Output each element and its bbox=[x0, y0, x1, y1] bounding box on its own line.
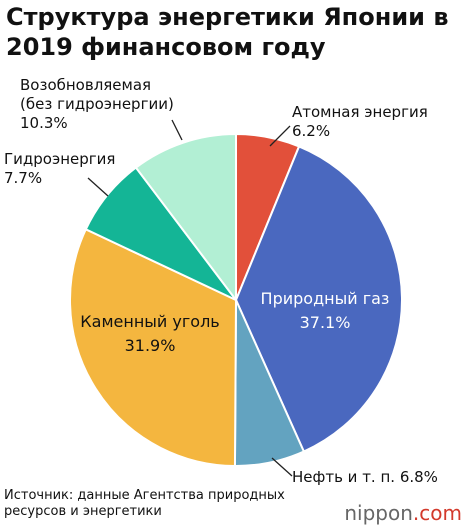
label-natural-gas: Природный газ 37.1% bbox=[261, 289, 390, 332]
leader-line-nuclear bbox=[269, 125, 291, 147]
leader-line-oil bbox=[271, 457, 293, 477]
brand-name: nippon bbox=[344, 501, 413, 525]
leader-line-renewable bbox=[171, 119, 183, 141]
nippon-logo: nippon.com bbox=[344, 502, 462, 524]
chart-title: Структура энергетики Японии в 2019 финан… bbox=[6, 3, 449, 61]
pie-slice-natural-gas bbox=[234, 145, 403, 453]
leader-line-hydro bbox=[87, 177, 109, 197]
label-coal: Каменный уголь 31.9% bbox=[80, 312, 219, 355]
brand-suffix: .com bbox=[412, 501, 462, 525]
label-renewable: Возобновляемая (без гидроэнергии) 10.3% bbox=[20, 76, 174, 132]
label-nuclear: Атомная энергия 6.2% bbox=[292, 103, 428, 140]
label-oil: Нефть и т. п. 6.8% bbox=[292, 468, 438, 486]
pie-slice-renewable bbox=[134, 132, 237, 303]
pie-slice-coal bbox=[69, 227, 238, 468]
source-note: Источник: данные Агентства природных рес… bbox=[4, 488, 285, 519]
label-hydro: Гидроэнергия 7.7% bbox=[4, 150, 115, 187]
